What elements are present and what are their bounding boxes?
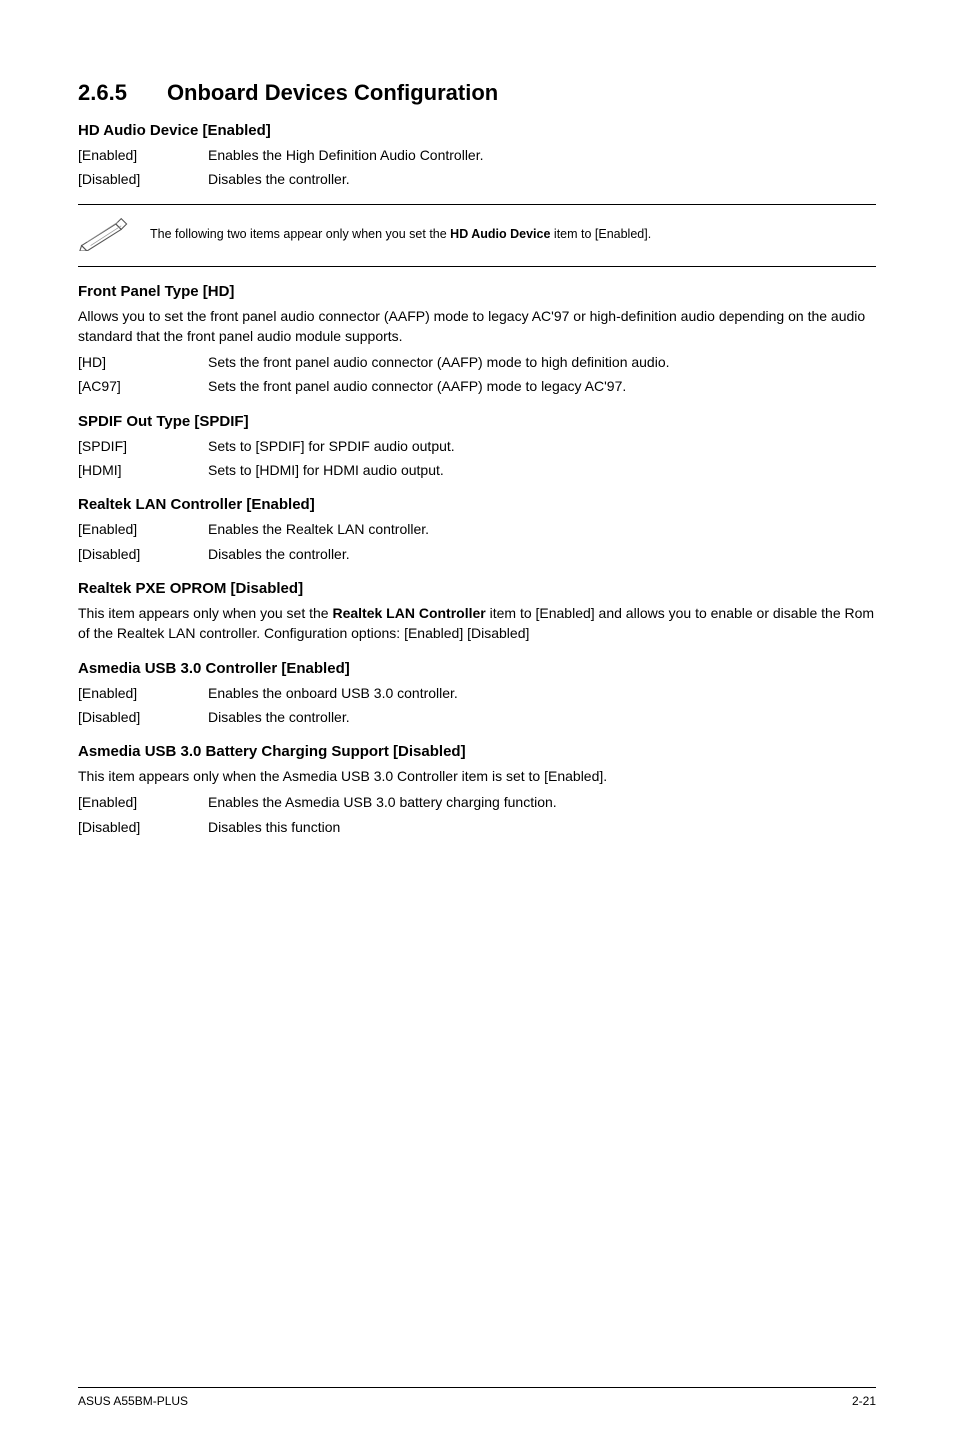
note-bold: HD Audio Device (450, 227, 550, 241)
option-value: Sets the front panel audio connector (AA… (208, 376, 876, 396)
option-key: [SPDIF] (78, 436, 208, 456)
option-value: Sets to [SPDIF] for SPDIF audio output. (208, 436, 876, 456)
realtek-pxe-para: This item appears only when you set the … (78, 603, 876, 644)
option-value: Disables the controller. (208, 169, 876, 189)
option-row: [HDMI] Sets to [HDMI] for HDMI audio out… (78, 460, 876, 480)
option-row: [Disabled] Disables the controller. (78, 169, 876, 189)
option-row: [HD] Sets the front panel audio connecto… (78, 352, 876, 372)
pencil-note-icon (78, 215, 132, 256)
footer-left: ASUS A55BM-PLUS (78, 1394, 188, 1408)
page-footer: ASUS A55BM-PLUS 2-21 (78, 1387, 876, 1408)
note-prefix: The following two items appear only when… (150, 227, 450, 241)
asmedia-batt-intro: This item appears only when the Asmedia … (78, 766, 876, 786)
option-key: [Enabled] (78, 519, 208, 539)
realtek-pxe-heading: Realtek PXE OPROM [Disabled] (78, 580, 876, 597)
option-row: [Enabled] Enables the onboard USB 3.0 co… (78, 683, 876, 703)
option-value: Disables this function (208, 817, 876, 837)
option-key: [Enabled] (78, 145, 208, 165)
front-panel-heading: Front Panel Type [HD] (78, 283, 876, 300)
option-value: Sets the front panel audio connector (AA… (208, 352, 876, 372)
note-text: The following two items appear only when… (150, 226, 651, 244)
front-panel-intro: Allows you to set the front panel audio … (78, 306, 876, 347)
option-key: [Disabled] (78, 707, 208, 727)
option-value: Enables the onboard USB 3.0 controller. (208, 683, 876, 703)
hd-audio-heading: HD Audio Device [Enabled] (78, 122, 876, 139)
option-row: [Enabled] Enables the High Definition Au… (78, 145, 876, 165)
option-key: [Disabled] (78, 817, 208, 837)
option-key: [HDMI] (78, 460, 208, 480)
footer-right: 2-21 (852, 1394, 876, 1408)
option-value: Disables the controller. (208, 707, 876, 727)
option-row: [Enabled] Enables the Realtek LAN contro… (78, 519, 876, 539)
asmedia-ctrl-heading: Asmedia USB 3.0 Controller [Enabled] (78, 660, 876, 677)
section-number: 2.6.5 (78, 80, 127, 106)
option-value: Enables the High Definition Audio Contro… (208, 145, 876, 165)
option-row: [Disabled] Disables the controller. (78, 707, 876, 727)
option-row: [AC97] Sets the front panel audio connec… (78, 376, 876, 396)
note-callout: The following two items appear only when… (78, 204, 876, 267)
option-key: [Enabled] (78, 683, 208, 703)
option-key: [HD] (78, 352, 208, 372)
realtek-lan-heading: Realtek LAN Controller [Enabled] (78, 496, 876, 513)
option-key: [Disabled] (78, 169, 208, 189)
pxe-bold: Realtek LAN Controller (332, 605, 485, 621)
option-row: [Disabled] Disables this function (78, 817, 876, 837)
section-title: Onboard Devices Configuration (167, 80, 498, 105)
option-row: [Enabled] Enables the Asmedia USB 3.0 ba… (78, 792, 876, 812)
option-value: Sets to [HDMI] for HDMI audio output. (208, 460, 876, 480)
spdif-heading: SPDIF Out Type [SPDIF] (78, 413, 876, 430)
asmedia-batt-heading: Asmedia USB 3.0 Battery Charging Support… (78, 743, 876, 760)
option-row: [Disabled] Disables the controller. (78, 544, 876, 564)
option-value: Enables the Realtek LAN controller. (208, 519, 876, 539)
option-key: [AC97] (78, 376, 208, 396)
option-key: [Disabled] (78, 544, 208, 564)
pxe-prefix: This item appears only when you set the (78, 605, 332, 621)
option-value: Disables the controller. (208, 544, 876, 564)
option-key: [Enabled] (78, 792, 208, 812)
option-row: [SPDIF] Sets to [SPDIF] for SPDIF audio … (78, 436, 876, 456)
note-suffix: item to [Enabled]. (550, 227, 651, 241)
option-value: Enables the Asmedia USB 3.0 battery char… (208, 792, 876, 812)
section-heading: 2.6.5 Onboard Devices Configuration (78, 80, 876, 106)
